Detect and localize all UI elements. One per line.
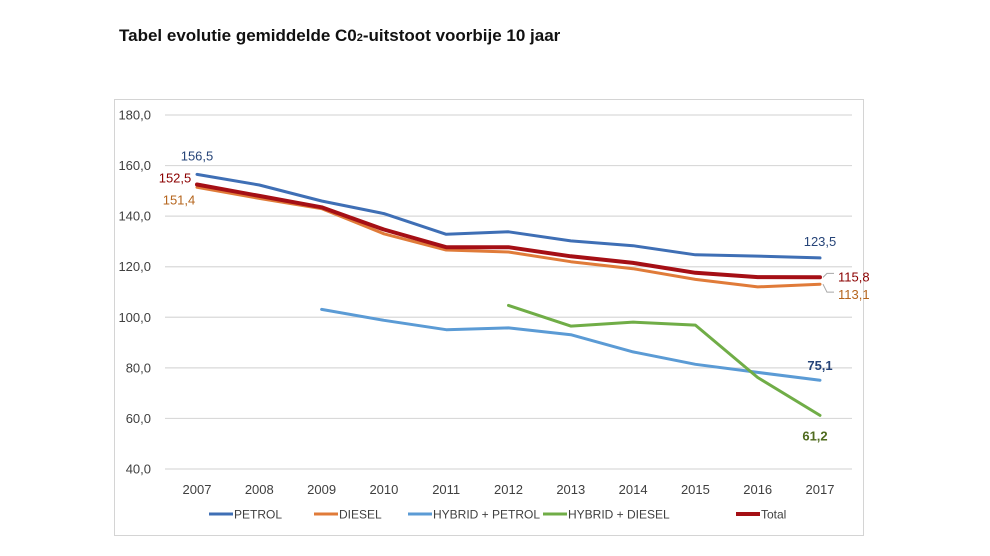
data-label: 115,8 (838, 269, 870, 284)
legend-item-diesel: DIESEL (314, 508, 382, 522)
y-tick-label: 160,0 (118, 158, 151, 173)
title-rest: -uitstoot voorbije 10 jaar (362, 26, 561, 45)
y-tick-label: 180,0 (118, 108, 151, 123)
legend-label: HYBRID + DIESEL (568, 508, 670, 522)
legend-label: PETROL (234, 508, 282, 522)
x-tick-label: 2011 (432, 482, 460, 497)
legend-item-hybrid-diesel: HYBRID + DIESEL (543, 508, 670, 522)
x-tick-label: 2013 (556, 482, 585, 497)
x-axis-ticks: 2007 2008 2009 2010 2011 2012 2013 2014 2015 2016… (183, 482, 835, 497)
data-label: 75,1 (807, 358, 832, 373)
y-tick-label: 80,0 (126, 360, 151, 375)
data-label: 61,2 (802, 428, 827, 443)
y-tick-label: 60,0 (126, 411, 151, 426)
series-line-total (195, 182, 822, 280)
series-line-hybrid-diesel (507, 303, 822, 417)
series-line-petrol (195, 172, 822, 260)
chart-area (114, 99, 864, 536)
data-label: 152,5 (159, 171, 192, 186)
title-main: Tabel evolutie gemiddelde C0 (119, 26, 357, 45)
legend-label: HYBRID + PETROL (433, 508, 540, 522)
series-lines (195, 172, 822, 417)
chart-title: Tabel evolutie gemiddelde C02-uitstoot v… (119, 26, 560, 46)
x-tick-label: 2007 (183, 482, 212, 497)
legend: PETROL DIESEL HYBRID + PETROL HYBRID + DIES… (209, 508, 786, 522)
x-tick-label: 2014 (619, 482, 648, 497)
data-label: 123,5 (804, 234, 837, 249)
data-label: 113,1 (838, 287, 870, 302)
data-label: 156,5 (181, 148, 214, 163)
y-tick-label: 100,0 (118, 310, 151, 325)
y-axis-ticks: 40,0 60,0 80,0 100,0 120,0 140,0 160,0 180,0 (118, 108, 151, 477)
legend-item-total: Total (736, 508, 786, 522)
y-tick-label: 120,0 (118, 259, 151, 274)
legend-item-petrol: PETROL (209, 508, 282, 522)
leader-line (822, 272, 834, 278)
x-tick-label: 2010 (369, 482, 398, 497)
x-tick-label: 2016 (743, 482, 772, 497)
data-labels: 156,5 123,5 151,4 113,1 75,1 61,2 152,5 115,8 (159, 148, 870, 443)
gridlines (165, 114, 852, 470)
legend-label: DIESEL (339, 508, 382, 522)
y-tick-label: 140,0 (118, 209, 151, 224)
legend-item-hybrid-petrol: HYBRID + PETROL (408, 508, 540, 522)
x-tick-label: 2012 (494, 482, 523, 497)
title-subscript: 2 (356, 32, 363, 44)
x-tick-label: 2008 (245, 482, 274, 497)
legend-label: Total (761, 508, 786, 522)
x-tick-label: 2009 (307, 482, 336, 497)
data-label: 151,4 (163, 192, 196, 207)
x-tick-label: 2017 (806, 482, 835, 497)
series-line-hybrid-petrol (320, 307, 822, 382)
x-tick-label: 2015 (681, 482, 710, 497)
y-tick-label: 40,0 (126, 462, 151, 477)
leader-line (822, 283, 834, 293)
